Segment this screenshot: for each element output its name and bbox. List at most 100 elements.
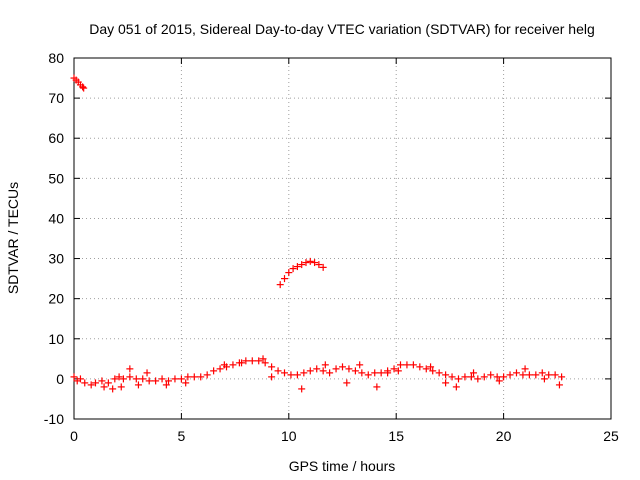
data-point [390, 365, 398, 373]
x-tick-label: 0 [70, 428, 78, 444]
x-tick-label: 15 [388, 428, 404, 444]
x-tick-label: 20 [496, 428, 512, 444]
data-point [545, 371, 553, 379]
data-point [248, 357, 256, 365]
data-point [474, 375, 482, 383]
data-point [255, 357, 263, 365]
data-point [143, 369, 151, 377]
x-tick-labels: 0 5 10 15 20 25 [70, 428, 619, 444]
x-axis-label: GPS time / hours [289, 458, 396, 474]
data-point [229, 361, 237, 369]
y-axis-label: SDTVAR / TECUs [5, 182, 21, 294]
data-point [70, 373, 78, 381]
data-point [268, 363, 276, 371]
y-tick-label: 80 [48, 50, 64, 66]
data-point [351, 367, 359, 375]
data-point [313, 365, 321, 373]
data-point [384, 369, 392, 377]
data-point [152, 377, 160, 385]
data-point [134, 381, 142, 389]
data-point [442, 379, 450, 387]
y-tick-label: 0 [56, 371, 64, 387]
data-point [315, 261, 323, 269]
x-tick-label: 25 [603, 428, 619, 444]
data-point [448, 373, 456, 381]
data-point [132, 375, 140, 383]
data-point [220, 361, 228, 369]
data-point [512, 369, 520, 377]
data-point [326, 369, 334, 377]
data-point [343, 379, 351, 387]
data-point [268, 373, 276, 381]
data-point [332, 365, 340, 373]
data-point [540, 375, 548, 383]
y-tick-labels: -10 0 10 20 30 40 50 60 70 80 [44, 50, 64, 427]
data-point [98, 377, 106, 385]
y-tick-label: 70 [48, 90, 64, 106]
data-point [76, 375, 84, 383]
data-point [165, 377, 173, 385]
data-point [358, 369, 366, 377]
data-point [184, 373, 192, 381]
data-point [321, 361, 329, 369]
data-point [403, 361, 411, 369]
data-point [394, 367, 402, 375]
data-point [300, 369, 308, 377]
y-tick-label: 50 [48, 170, 64, 186]
data-point [555, 381, 563, 389]
data-point [409, 361, 417, 369]
data-point [461, 373, 469, 381]
data-point [162, 381, 170, 389]
data-point [532, 371, 540, 379]
data-point [145, 377, 153, 385]
data-point [81, 379, 89, 387]
data-point [190, 373, 198, 381]
data-point [80, 84, 88, 92]
y-tick-label: 60 [48, 130, 64, 146]
data-point [289, 265, 297, 273]
data-point [119, 375, 127, 383]
data-point [306, 367, 314, 375]
data-point [259, 355, 267, 363]
data-point [126, 373, 134, 381]
data-point [470, 369, 478, 377]
data-point [139, 375, 147, 383]
y-tick-label: -10 [44, 411, 64, 427]
y-tick-label: 30 [48, 251, 64, 267]
y-tick-label: 40 [48, 210, 64, 226]
data-point [261, 359, 269, 367]
data-point [302, 259, 310, 267]
data-point [454, 375, 462, 383]
data-point [538, 369, 546, 377]
data-point [100, 383, 108, 391]
data-point [467, 373, 475, 381]
data-point [111, 375, 119, 383]
data-point [182, 379, 190, 387]
data-point [281, 275, 289, 283]
data-point [396, 361, 404, 369]
data-point [293, 263, 301, 271]
data-point [480, 373, 488, 381]
data-point [109, 385, 117, 393]
data-point [177, 375, 185, 383]
data-point [319, 263, 327, 271]
data-point [210, 367, 218, 375]
data-point [356, 361, 364, 369]
data-point [311, 259, 319, 267]
x-tick-label: 10 [281, 428, 297, 444]
data-point [293, 371, 301, 379]
chart-title: Day 051 of 2015, Sidereal Day-to-day VTE… [89, 21, 595, 37]
data-point [551, 371, 559, 379]
data-point [422, 365, 430, 373]
data-point [487, 371, 495, 379]
data-point [521, 365, 529, 373]
data-point [276, 281, 284, 289]
data-point [442, 371, 450, 379]
data-point [115, 373, 123, 381]
data-point [493, 373, 501, 381]
data-point [416, 363, 424, 371]
data-point [319, 367, 327, 375]
data-point [558, 373, 566, 381]
data-point [281, 369, 289, 377]
